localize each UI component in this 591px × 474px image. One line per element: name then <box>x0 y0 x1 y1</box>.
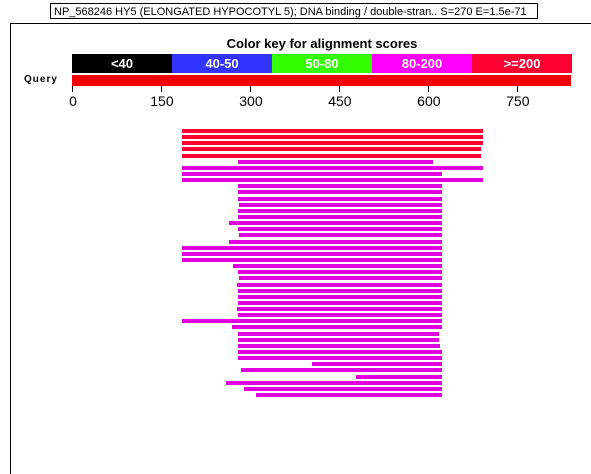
axis-tick <box>72 86 73 92</box>
alignment-hit-bar[interactable] <box>238 190 442 195</box>
query-bar <box>72 75 571 86</box>
alignment-hit-bar[interactable] <box>239 202 442 207</box>
alignment-hit-bar[interactable] <box>238 288 442 293</box>
alignment-hit-bar[interactable] <box>239 233 442 238</box>
alignment-hit-bar[interactable] <box>182 135 483 140</box>
axis-tick <box>338 86 340 92</box>
alignment-hit-bar[interactable] <box>236 307 442 312</box>
hit-list <box>182 129 483 398</box>
alignment-hit-bar[interactable] <box>182 178 483 183</box>
color-key-cell-lt40: <40 <box>72 54 172 73</box>
alignment-hit-bar[interactable] <box>239 276 442 281</box>
position-axis: 0 150 300 450 600 750 <box>69 86 572 116</box>
alignment-hit-bar[interactable] <box>229 221 442 226</box>
alignment-hit-bar[interactable] <box>182 245 442 250</box>
alignment-hit-bar[interactable] <box>182 171 442 176</box>
alignment-hit-bar[interactable] <box>238 270 442 275</box>
alignment-hit-bar[interactable] <box>238 350 442 355</box>
alignment-hit-bar[interactable] <box>226 380 442 385</box>
axis-tick <box>160 86 162 92</box>
alignment-hit-bar[interactable] <box>238 196 442 201</box>
alignment-hit-bar[interactable] <box>238 356 442 361</box>
alignment-hit-bar[interactable] <box>236 282 442 287</box>
alignment-hit-bar[interactable] <box>238 159 433 164</box>
alignment-hit-bar[interactable] <box>311 362 442 367</box>
alignment-hit-bar[interactable] <box>182 319 442 324</box>
axis-tick <box>249 86 251 92</box>
alignment-hit-bar[interactable] <box>238 337 439 342</box>
alignment-hit-bar[interactable] <box>232 325 442 330</box>
axis-tick-label: 150 <box>150 93 174 109</box>
alignment-hit-bar[interactable] <box>229 239 442 244</box>
color-key-cell-80-200: 80-200 <box>372 54 472 73</box>
color-key-title: Color key for alignment scores <box>226 36 418 51</box>
alignment-hit-bar[interactable] <box>238 227 442 232</box>
alignment-hit-bar[interactable] <box>238 208 442 213</box>
axis-tick <box>516 86 518 92</box>
alignment-hit-bar[interactable] <box>182 129 483 133</box>
color-key-cell-40-50: 40-50 <box>172 54 272 73</box>
alignment-hit-bar[interactable] <box>238 294 442 299</box>
axis-tick-label: 450 <box>328 93 352 109</box>
axis-tick-label: 600 <box>417 93 441 109</box>
alignment-hit-bar[interactable] <box>238 331 439 336</box>
alignment-hit-bar[interactable] <box>238 343 440 348</box>
axis-tick-label: 300 <box>239 93 263 109</box>
hit-tooltip: NP_568246 HY5 (ELONGATED HYPOCOTYL 5); D… <box>50 3 538 19</box>
color-key-cell-50-80: 50-80 <box>272 54 372 73</box>
alignment-hit-bar[interactable] <box>182 165 483 170</box>
alignment-hit-bar[interactable] <box>182 153 482 158</box>
axis-tick <box>427 86 429 92</box>
alignment-hit-bar[interactable] <box>238 313 442 318</box>
alignment-hit-bar[interactable] <box>238 184 442 189</box>
alignment-hit-bar[interactable] <box>255 393 442 398</box>
alignment-hit-bar[interactable] <box>182 251 442 256</box>
axis-tick-label: 0 <box>69 93 77 109</box>
alignment-hit-bar[interactable] <box>238 214 442 219</box>
alignment-hit-bar[interactable] <box>241 368 442 373</box>
color-key-cell-gte200: >=200 <box>472 54 572 73</box>
alignment-hit-bar[interactable] <box>233 264 442 269</box>
alignment-hit-bar[interactable] <box>356 374 442 379</box>
color-key: <40 40-50 50-80 80-200 >=200 <box>72 54 572 73</box>
query-label: Query <box>24 74 58 85</box>
axis-tick-label: 750 <box>506 93 530 109</box>
alignment-hit-bar[interactable] <box>182 147 482 152</box>
alignment-hit-bar[interactable] <box>243 386 442 391</box>
alignment-hit-bar[interactable] <box>182 141 483 146</box>
alignment-hit-bar[interactable] <box>238 300 442 305</box>
alignment-hit-bar[interactable] <box>182 257 442 262</box>
